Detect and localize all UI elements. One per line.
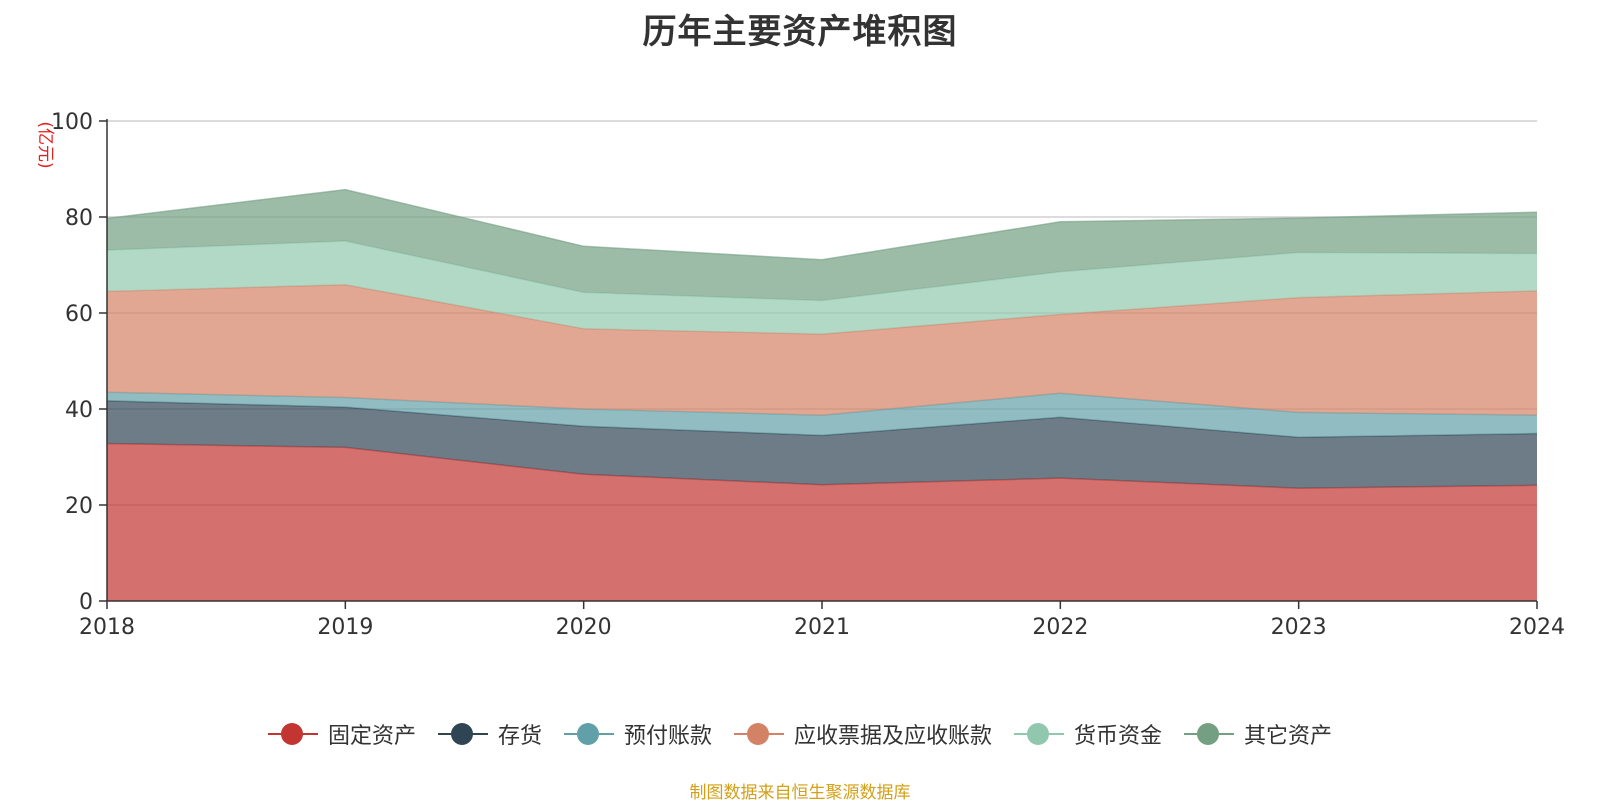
legend-item[interactable]: 存货 — [437, 718, 542, 750]
legend-label: 预付账款 — [623, 724, 712, 749]
legend-item[interactable]: 预付账款 — [563, 718, 712, 750]
legend-label: 其它资产 — [1244, 724, 1333, 749]
legend-item[interactable]: 货币资金 — [1014, 718, 1162, 750]
data-source-note: 制图数据来自恒生聚源数据库 — [689, 783, 911, 803]
legend-marker-icon — [1184, 722, 1235, 746]
legend-label: 存货 — [497, 724, 542, 749]
legend-marker-icon — [267, 722, 318, 746]
legend-label: 货币资金 — [1074, 724, 1163, 749]
legend-item[interactable]: 固定资产 — [267, 718, 416, 750]
y-tick-label: 20 — [65, 494, 93, 519]
legend-marker-icon — [437, 722, 488, 746]
x-tick-label: 2021 — [794, 615, 850, 640]
legend-label: 应收票据及应收账款 — [794, 724, 993, 749]
x-tick-label: 2019 — [317, 615, 373, 640]
legend-item[interactable]: 其它资产 — [1184, 718, 1332, 750]
x-tick-label: 2018 — [79, 615, 135, 640]
legend-label: 固定资产 — [327, 724, 416, 749]
area-series-0 — [107, 443, 1537, 601]
area-series-3 — [107, 284, 1537, 416]
x-tick-label: 2023 — [1271, 615, 1327, 640]
y-axis-unit-label: (亿元) — [35, 121, 55, 168]
legend-item[interactable]: 应收票据及应收账款 — [734, 718, 992, 750]
area-series-4 — [107, 241, 1537, 335]
y-tick-label: 80 — [65, 206, 93, 231]
y-tick-label: 40 — [65, 398, 93, 423]
area-series-line-5 — [106, 188, 1538, 261]
y-tick-label: 100 — [51, 110, 93, 135]
area-layer — [106, 188, 1538, 601]
x-tick-label: 2024 — [1509, 615, 1565, 640]
axes: 0 20 40 60 80 100 2018 2019 2020 2021 2022 2023 2024 — [51, 110, 1565, 640]
y-tick-label: 60 — [65, 302, 93, 327]
x-tick-label: 2022 — [1032, 615, 1088, 640]
legend-marker-icon — [1014, 722, 1065, 746]
y-tick-label: 0 — [79, 590, 93, 615]
legend-marker-icon — [563, 722, 614, 746]
chart-legend: 固定资产 存货 预付账款 应收票据及应收账款 货币资金 其它资产 — [0, 718, 1600, 750]
chart-title: 历年主要资产堆积图 — [642, 12, 958, 52]
area-series-5 — [107, 189, 1537, 301]
x-tick-label: 2020 — [556, 615, 612, 640]
legend-marker-icon — [734, 722, 784, 746]
area-series-1 — [107, 400, 1537, 489]
